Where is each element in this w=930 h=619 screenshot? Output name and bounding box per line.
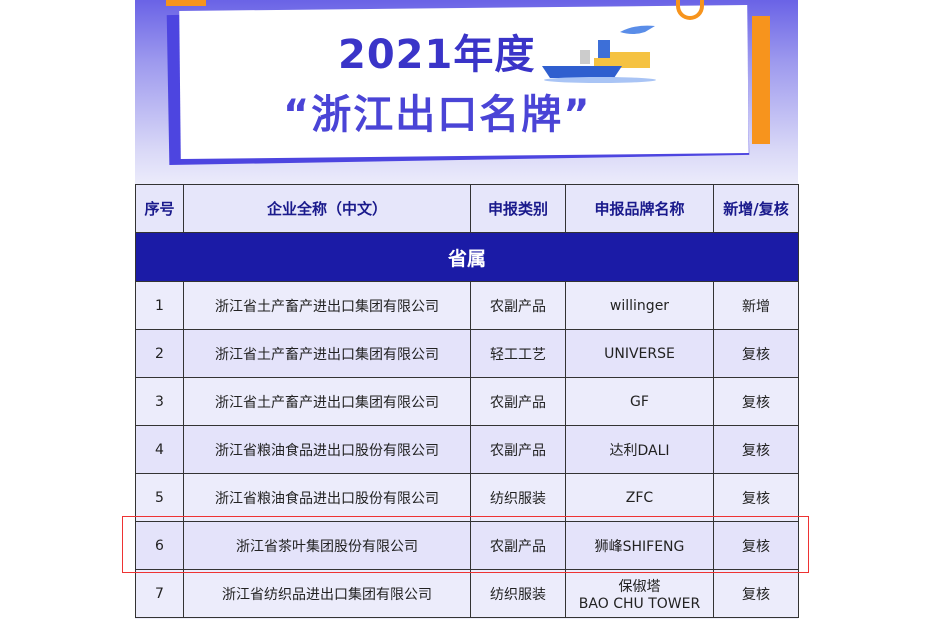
cargo-ship-icon: [542, 25, 656, 83]
cell-text: 农副产品: [490, 298, 546, 315]
highlight-box: [122, 516, 809, 573]
cell-no: 4: [135, 425, 184, 474]
cell-text: 浙江省粮油食品进出口股份有限公司: [215, 442, 439, 459]
cell-text: 达利DALI: [609, 442, 670, 459]
cell-no: 3: [135, 377, 184, 426]
paperclip-icon: [676, 0, 704, 20]
cell-text: UNIVERSE: [604, 345, 675, 362]
table-row: 4 浙江省粮油食品进出口股份有限公司 农副产品 达利DALI 复核: [135, 425, 799, 474]
cell-text: 农副产品: [490, 394, 546, 411]
cell-category: 纺织服装: [470, 473, 566, 522]
cell-text: 浙江省土产畜产进出口集团有限公司: [215, 394, 439, 411]
cell-brand: UNIVERSE: [565, 329, 714, 378]
cell-text: 7: [155, 585, 164, 602]
cell-no: 1: [135, 281, 184, 330]
cell-status: 复核: [713, 473, 799, 522]
col-header: 企业全称（中文）: [183, 184, 471, 233]
cell-text: BAO CHU TOWER: [578, 595, 701, 612]
cell-category: 农副产品: [470, 281, 566, 330]
cell-text: 1: [155, 297, 164, 314]
cell-company: 浙江省粮油食品进出口股份有限公司: [183, 473, 471, 522]
table-row: 6 浙江省茶叶集团股份有限公司 农副产品 狮峰SHIFENG 复核: [135, 521, 799, 570]
cell-text: 狮峰SHIFENG: [594, 538, 685, 555]
cell-text: 复核: [742, 490, 770, 507]
cell-text: 3: [155, 393, 164, 410]
cell-brand: 达利DALI: [565, 425, 714, 474]
brand-table: 序号 企业全称（中文） 申报类别 申报品牌名称 新增/复核 省属 1 浙江省土产畜…: [135, 184, 799, 618]
cell-text: 6: [155, 537, 164, 554]
cell-text: 浙江省土产畜产进出口集团有限公司: [215, 346, 439, 363]
col-header: 申报类别: [470, 184, 566, 233]
cell-company: 浙江省粮油食品进出口股份有限公司: [183, 425, 471, 474]
cell-text: 2: [155, 345, 164, 362]
cell-company: 浙江省茶叶集团股份有限公司: [183, 521, 471, 570]
cell-brand: 狮峰SHIFENG: [565, 521, 714, 570]
cell-brand: ZFC: [565, 473, 714, 522]
cell-status: 复核: [713, 377, 799, 426]
cell-status: 复核: [713, 329, 799, 378]
cell-text: 浙江省茶叶集团股份有限公司: [236, 538, 418, 555]
cell-text: 保俶塔: [618, 578, 661, 595]
decor-orange: [166, 0, 206, 6]
cell-no: 2: [135, 329, 184, 378]
section-row: 省属: [135, 232, 799, 282]
cell-status: 复核: [713, 425, 799, 474]
cell-company: 浙江省土产畜产进出口集团有限公司: [183, 281, 471, 330]
cell-text: 浙江省粮油食品进出口股份有限公司: [215, 490, 439, 507]
cell-text: 复核: [742, 394, 770, 411]
cell-company: 浙江省纺织品进出口集团有限公司: [183, 569, 471, 618]
banner-year-title: 2021年度: [338, 32, 536, 78]
cell-text: ZFC: [625, 489, 654, 506]
cell-status: 复核: [713, 569, 799, 618]
cell-text: 5: [155, 489, 164, 506]
cell-text: 新增: [742, 298, 770, 315]
table-row: 1 浙江省土产畜产进出口集团有限公司 农副产品 willinger 新增: [135, 281, 799, 330]
cell-text: 4: [155, 441, 164, 458]
cell-status: 复核: [713, 521, 799, 570]
cell-company: 浙江省土产畜产进出口集团有限公司: [183, 329, 471, 378]
col-header: 申报品牌名称: [565, 184, 714, 233]
cell-category: 农副产品: [470, 377, 566, 426]
cell-category: 轻工工艺: [470, 329, 566, 378]
table-row: 5 浙江省粮油食品进出口股份有限公司 纺织服装 ZFC 复核: [135, 473, 799, 522]
table-row: 2 浙江省土产畜产进出口集团有限公司 轻工工艺 UNIVERSE 复核: [135, 329, 799, 378]
banner-main-title: “浙江出口名牌”: [283, 92, 592, 138]
table-row: 7 浙江省纺织品进出口集团有限公司 纺织服装 保俶塔 BAO CHU TOWER 复核: [135, 569, 799, 618]
cell-text: GF: [630, 393, 649, 410]
cell-text: 复核: [742, 586, 770, 603]
cell-text: 浙江省纺织品进出口集团有限公司: [222, 586, 432, 603]
cell-text: 复核: [742, 442, 770, 459]
table-row: 3 浙江省土产畜产进出口集团有限公司 农副产品 GF 复核: [135, 377, 799, 426]
cell-no: 7: [135, 569, 184, 618]
cell-category: 农副产品: [470, 425, 566, 474]
cell-text: willinger: [609, 297, 670, 314]
cell-no: 5: [135, 473, 184, 522]
cell-text: 浙江省土产畜产进出口集团有限公司: [215, 298, 439, 315]
cell-text: 纺织服装: [490, 490, 546, 507]
col-header: 新增/复核: [713, 184, 799, 233]
cell-company: 浙江省土产畜产进出口集团有限公司: [183, 377, 471, 426]
cell-no: 6: [135, 521, 184, 570]
cell-text: 农副产品: [490, 442, 546, 459]
cell-text: 农副产品: [490, 538, 546, 555]
cell-text: 复核: [742, 346, 770, 363]
cell-brand: willinger: [565, 281, 714, 330]
decor-orange: [752, 16, 770, 144]
cell-brand: 保俶塔 BAO CHU TOWER: [565, 569, 714, 618]
cell-category: 纺织服装: [470, 569, 566, 618]
table-header: 序号 企业全称（中文） 申报类别 申报品牌名称 新增/复核: [135, 184, 799, 233]
cell-text: 轻工工艺: [490, 346, 546, 363]
cell-brand: GF: [565, 377, 714, 426]
cell-status: 新增: [713, 281, 799, 330]
cell-text: 纺织服装: [490, 586, 546, 603]
col-header: 序号: [135, 184, 184, 233]
cell-text: 复核: [742, 538, 770, 555]
